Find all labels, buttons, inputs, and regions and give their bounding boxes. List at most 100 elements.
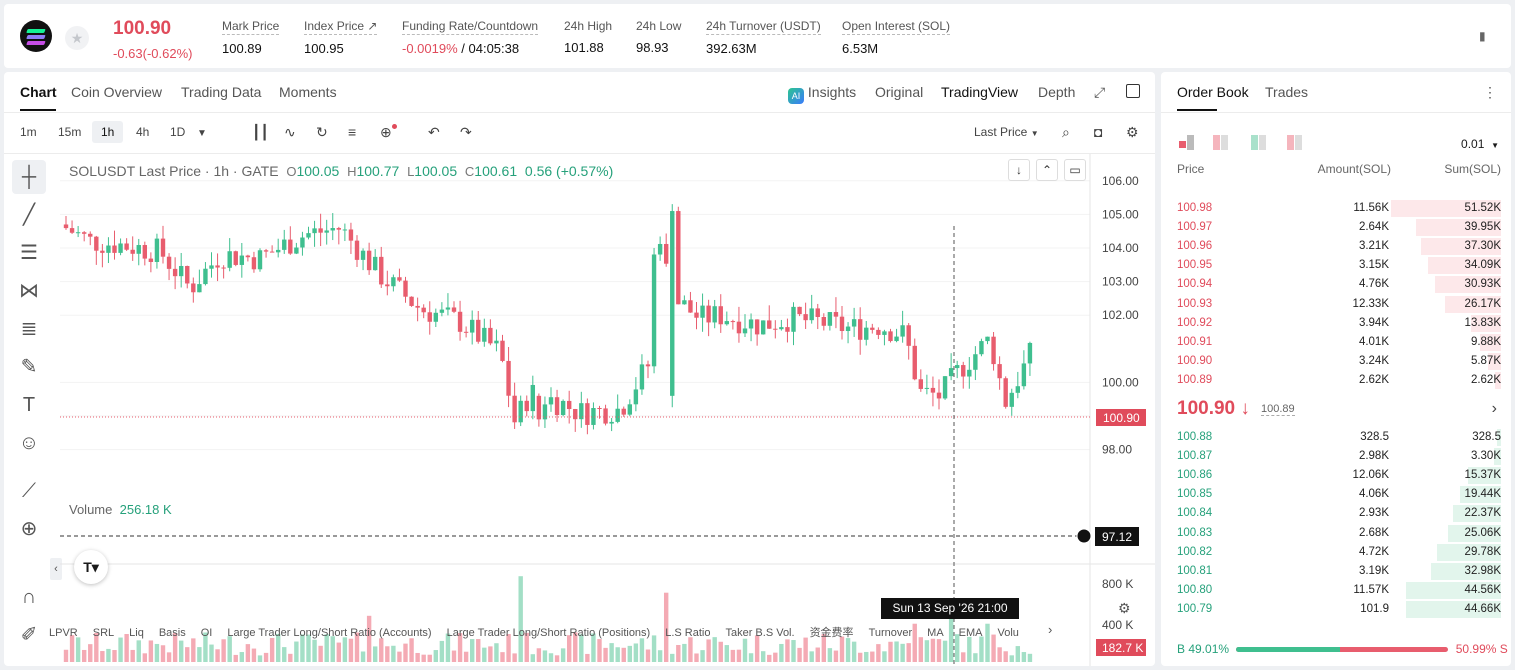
- collapse-arrow-icon[interactable]: ‹: [50, 558, 62, 580]
- window-icon[interactable]: [1126, 84, 1140, 98]
- candle-type-icon[interactable]: ┃┃: [252, 124, 269, 140]
- tf-1h[interactable]: 1h: [92, 121, 124, 143]
- view-bids-icon[interactable]: [1213, 135, 1228, 155]
- view-asks-icon[interactable]: [1251, 135, 1266, 155]
- book-icon[interactable]: ▮: [1479, 29, 1486, 43]
- bid-row[interactable]: 100.87 2.98K 3.30K: [1161, 448, 1511, 467]
- ask-row[interactable]: 100.95 3.15K 34.09K: [1161, 257, 1511, 276]
- tf-dropdown-icon[interactable]: ▼: [197, 128, 207, 139]
- indicator-8[interactable]: Taker B.S Vol.: [725, 627, 795, 639]
- bid-row[interactable]: 100.80 11.57K 44.56K: [1161, 581, 1511, 601]
- stat-index-price[interactable]: Index Price ↗ 100.95: [304, 19, 378, 56]
- collapse-pane-button[interactable]: ⌃: [1036, 159, 1058, 181]
- ask-row[interactable]: 100.94 4.76K 30.93K: [1161, 276, 1511, 295]
- candle-body: [912, 345, 917, 380]
- indicator-11[interactable]: MA: [927, 627, 944, 639]
- tf-1m[interactable]: 1m: [20, 125, 37, 139]
- candle-body: [221, 267, 226, 269]
- precision-select[interactable]: 0.01 ▼: [1461, 137, 1499, 151]
- indicator-7[interactable]: L.S Ratio: [665, 627, 711, 639]
- indicator-9[interactable]: 资金费率: [809, 627, 854, 639]
- pattern-tool-icon[interactable]: ⋈: [19, 280, 39, 302]
- replay-icon[interactable]: ↻: [316, 124, 328, 140]
- crosshair-tool-icon[interactable]: ┼: [12, 160, 46, 194]
- ask-row[interactable]: 100.92 3.94K 13.83K: [1161, 314, 1511, 334]
- ask-row[interactable]: 100.98 11.56K 51.52K: [1161, 200, 1511, 219]
- zoom-in-tool-icon[interactable]: ⊕: [20, 518, 38, 540]
- chevron-right-icon[interactable]: ›: [1491, 400, 1497, 417]
- tab-chart[interactable]: Chart: [20, 84, 57, 100]
- ask-row[interactable]: 100.93 12.33K 26.17K: [1161, 295, 1511, 315]
- more-menu-icon[interactable]: ⋮: [1483, 84, 1497, 100]
- maximize-pane-button[interactable]: ▭: [1064, 159, 1086, 181]
- bid-row[interactable]: 100.82 4.72K 29.78K: [1161, 543, 1511, 563]
- redo-icon[interactable]: ↷: [460, 124, 472, 140]
- bid-row[interactable]: 100.79 101.9 44.66K: [1161, 600, 1511, 620]
- ask-row[interactable]: 100.90 3.24K 5.87K: [1161, 352, 1511, 372]
- bid-row[interactable]: 100.81 3.19K 32.98K: [1161, 562, 1511, 582]
- trendline-tool-icon[interactable]: ╱: [22, 204, 36, 226]
- row-amount: 3.94K: [1358, 316, 1389, 329]
- indicators-icon[interactable]: ∿: [284, 124, 296, 140]
- volume-bar: [360, 651, 366, 662]
- search-icon[interactable]: ⌕: [1062, 124, 1070, 140]
- price-chart[interactable]: 106.00105.00104.00103.00102.00100.0099.0…: [60, 154, 1155, 666]
- indicator-2[interactable]: Liq: [129, 627, 144, 639]
- tf-4h[interactable]: 4h: [136, 125, 150, 139]
- view-tradingview[interactable]: TradingView: [941, 84, 1019, 100]
- bid-row[interactable]: 100.86 12.06K 15.37K: [1161, 467, 1511, 486]
- pencil-lock-icon[interactable]: ✐: [20, 624, 38, 646]
- indicator-12[interactable]: EMA: [958, 627, 983, 639]
- candle-body: [573, 409, 578, 420]
- axis-settings-icon[interactable]: ⚙: [1118, 600, 1131, 616]
- camera-icon[interactable]: ◘: [1094, 124, 1103, 140]
- horizontal-lines-tool-icon[interactable]: ☰: [20, 242, 38, 264]
- indicator-4[interactable]: OI: [200, 627, 213, 639]
- tf-15m[interactable]: 15m: [58, 125, 82, 139]
- indicator-6[interactable]: Large Trader Long/Short Ratio (Positions…: [446, 627, 651, 639]
- price-type-select[interactable]: Last Price ▼: [974, 125, 1039, 139]
- expand-icon[interactable]: ⤢: [1094, 84, 1106, 100]
- volume-bar: [148, 640, 154, 662]
- add-indicator-icon[interactable]: ⊕: [380, 124, 397, 141]
- bid-row[interactable]: 100.85 4.06K 19.44K: [1161, 486, 1511, 505]
- view-both-icon[interactable]: [1179, 135, 1194, 153]
- bid-row[interactable]: 100.83 2.68K 25.06K: [1161, 524, 1511, 544]
- tf-1d[interactable]: 1D: [170, 125, 186, 139]
- magnet-tool-icon[interactable]: ∩: [21, 586, 37, 608]
- bid-row[interactable]: 100.88 328.5 328.5: [1161, 429, 1511, 448]
- tab-order-book[interactable]: Order Book: [1177, 84, 1249, 100]
- settings-gear-icon[interactable]: ⚙: [1126, 124, 1139, 140]
- indicator-10[interactable]: Turnover: [868, 627, 913, 639]
- tab-trades[interactable]: Trades: [1265, 84, 1309, 100]
- insights-button[interactable]: AI Insights: [788, 84, 856, 104]
- ruler-tool-icon[interactable]: ⟋: [22, 480, 36, 502]
- indicator-13[interactable]: Volu: [997, 627, 1019, 639]
- ask-row[interactable]: 100.89 2.62K 2.62K: [1161, 371, 1511, 391]
- indicator-5[interactable]: Large Trader Long/Short Ratio (Accounts): [227, 627, 432, 639]
- tab-coin-overview[interactable]: Coin Overview: [71, 84, 163, 100]
- tradingview-logo-icon[interactable]: T▾: [74, 550, 108, 584]
- indicator-0[interactable]: LPVR: [49, 627, 78, 639]
- undo-icon[interactable]: ↶: [428, 124, 440, 140]
- view-original[interactable]: Original: [875, 84, 924, 100]
- tab-trading-data[interactable]: Trading Data: [181, 84, 262, 100]
- ask-row[interactable]: 100.91 4.01K 9.88K: [1161, 333, 1511, 353]
- emoji-tool-icon[interactable]: ☺: [18, 432, 40, 454]
- favorite-star-icon[interactable]: ★: [65, 26, 89, 50]
- fib-tool-icon[interactable]: ≣: [20, 318, 38, 340]
- volume-bar: [379, 638, 384, 662]
- ask-row[interactable]: 100.96 3.21K 37.30K: [1161, 238, 1511, 257]
- view-alt-icon[interactable]: [1287, 135, 1302, 155]
- view-depth[interactable]: Depth: [1038, 84, 1076, 100]
- template-icon[interactable]: ≡: [348, 124, 357, 140]
- brush-tool-icon[interactable]: ✎: [20, 356, 38, 378]
- tab-moments[interactable]: Moments: [279, 84, 337, 100]
- indicator-scroll-right-icon[interactable]: ›: [1048, 622, 1053, 637]
- scroll-down-button[interactable]: ↓: [1008, 159, 1030, 181]
- text-tool-icon[interactable]: T: [22, 394, 36, 416]
- indicator-1[interactable]: SRL: [92, 627, 115, 639]
- bid-row[interactable]: 100.84 2.93K 22.37K: [1161, 505, 1511, 524]
- ask-row[interactable]: 100.97 2.64K 39.95K: [1161, 219, 1511, 238]
- indicator-3[interactable]: Basis: [158, 627, 186, 639]
